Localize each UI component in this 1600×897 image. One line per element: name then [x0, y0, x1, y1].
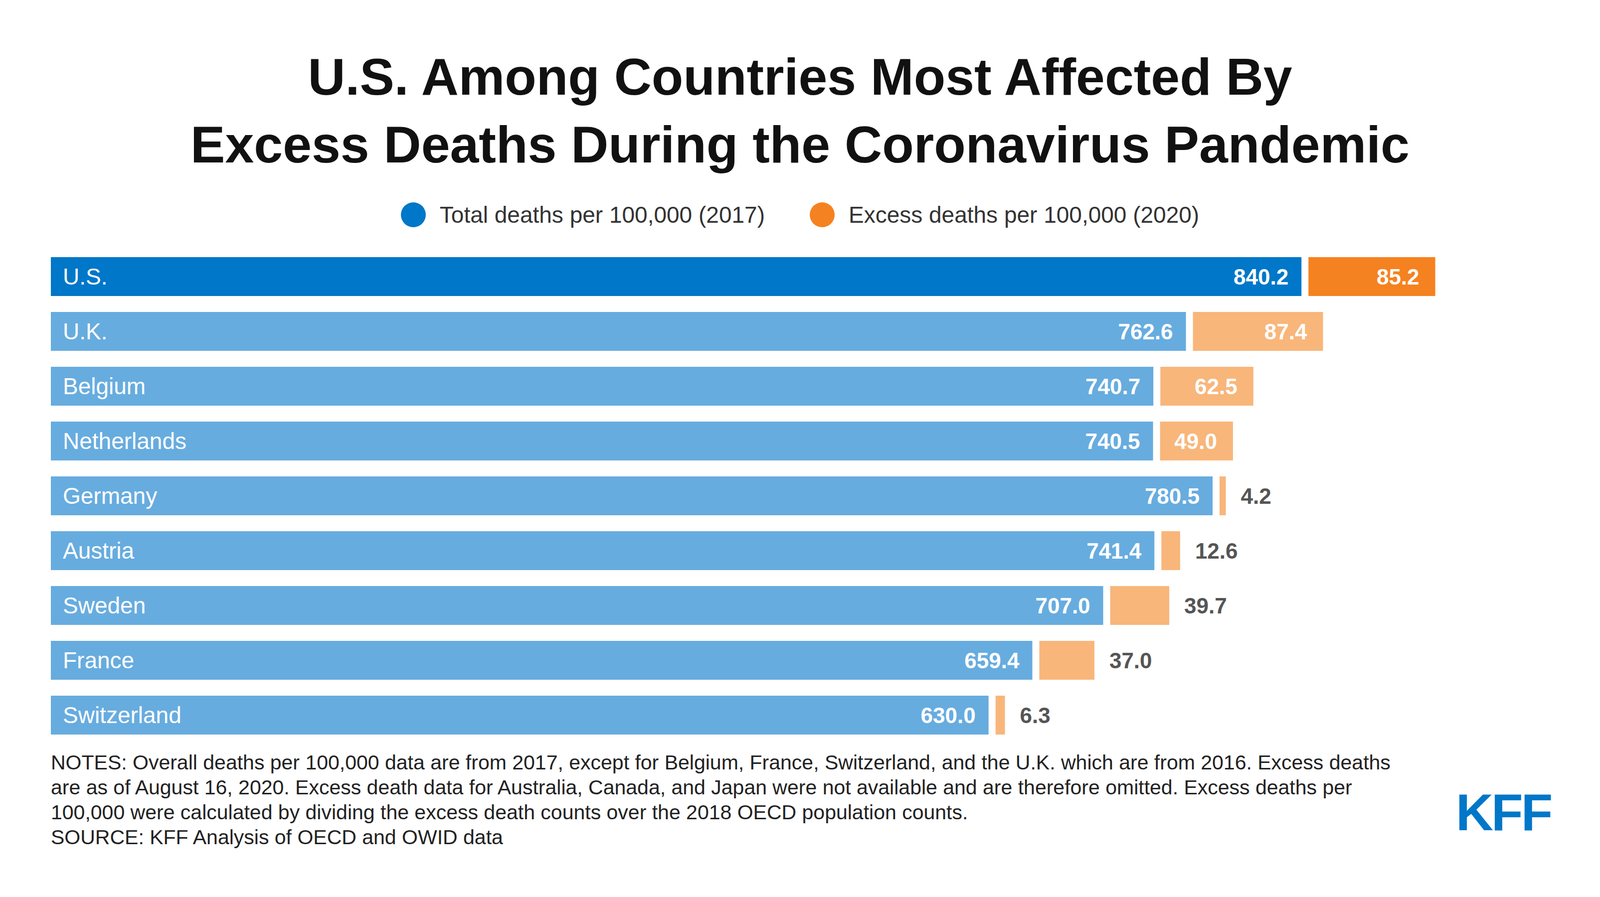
svg-text:87.4: 87.4 — [1264, 319, 1308, 345]
svg-text:37.0: 37.0 — [1109, 648, 1153, 674]
svg-text:Sweden: Sweden — [62, 592, 146, 619]
html-text:Total deaths per 100,000 (2017: Total deaths per 100,000 (2017) — [439, 201, 765, 228]
svg-text:840.2: 840.2 — [1233, 264, 1289, 290]
svg-text:Netherlands: Netherlands — [62, 428, 187, 455]
svg-text:U.S.: U.S. — [62, 263, 108, 290]
svg-text:39.7: 39.7 — [1184, 593, 1228, 619]
html-text:NOTES: Overall deaths per 100,: NOTES: Overall deaths per 100,000 data a… — [50, 751, 1391, 825]
html-text:KFF: KFF — [1455, 783, 1551, 842]
svg-text:707.0: 707.0 — [1035, 593, 1090, 619]
svg-text:Switzerland: Switzerland — [62, 702, 182, 729]
html-text:Excess deaths per 100,000 (202: Excess deaths per 100,000 (2020) — [848, 201, 1200, 228]
svg-text:Austria: Austria — [62, 537, 135, 564]
svg-text:85.2: 85.2 — [1376, 264, 1420, 290]
html-text:U.S. Among Countries Most Affe: U.S. Among Countries Most Affected By Ex… — [190, 47, 1410, 174]
svg-text:4.2: 4.2 — [1241, 484, 1272, 509]
svg-text:Belgium: Belgium — [62, 373, 146, 400]
svg-text:762.6: 762.6 — [1117, 319, 1173, 345]
svg-text:741.4: 741.4 — [1086, 538, 1142, 564]
svg-text:49.0: 49.0 — [1174, 429, 1218, 454]
svg-text:12.6: 12.6 — [1195, 538, 1239, 564]
svg-text:659.4: 659.4 — [964, 648, 1020, 674]
html-text:SOURCE: KFF Analysis of OECD a: SOURCE: KFF Analysis of OECD and OWID da… — [50, 826, 503, 850]
svg-text:740.7: 740.7 — [1085, 374, 1141, 399]
svg-text:630.0: 630.0 — [920, 703, 976, 728]
svg-text:780.5: 780.5 — [1144, 484, 1200, 509]
svg-text:U.K.: U.K. — [62, 318, 108, 345]
svg-text:6.3: 6.3 — [1020, 703, 1051, 728]
svg-text:740.5: 740.5 — [1084, 429, 1140, 454]
svg-text:62.5: 62.5 — [1194, 374, 1238, 399]
svg-text:France: France — [62, 647, 135, 674]
svg-text:Germany: Germany — [62, 483, 158, 510]
